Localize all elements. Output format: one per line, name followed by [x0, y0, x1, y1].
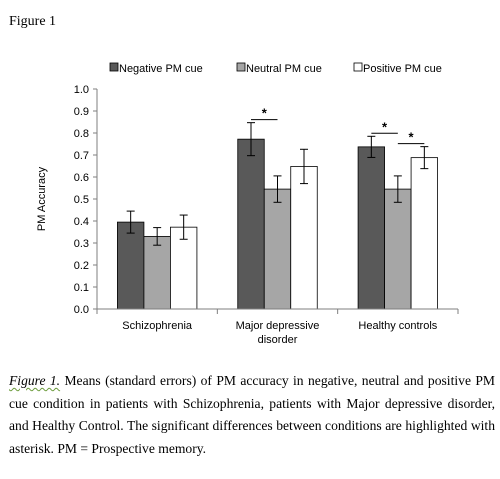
y-tick-label: 0.7 [74, 150, 89, 162]
legend-swatch [353, 62, 363, 72]
legend-label: Positive PM cue [363, 63, 442, 75]
y-tick-label: 0.9 [74, 106, 89, 118]
x-tick-label: Major depressive [236, 320, 320, 332]
legend-label: Negative PM cue [119, 63, 203, 75]
bar [290, 166, 318, 310]
x-tick-label: disorder [258, 334, 298, 346]
caption-label: Figure 1. [9, 373, 61, 388]
y-tick-label: 0.6 [74, 172, 89, 184]
bar [263, 188, 292, 310]
legend-swatch [109, 62, 119, 72]
y-tick-label: 0.0 [74, 304, 89, 316]
bar [143, 235, 171, 310]
bar [357, 146, 385, 310]
bar [117, 221, 145, 310]
y-tick-label: 0.4 [74, 216, 89, 228]
legend-swatch [236, 62, 246, 72]
figure-title: Figure 1 [9, 14, 57, 29]
bar [410, 157, 438, 310]
bar [384, 188, 412, 310]
significance-asterisk: * [409, 130, 415, 145]
x-tick-label: Schizophrenia [122, 320, 193, 332]
caption-text: Means (standard errors) of PM accuracy i… [9, 373, 495, 456]
y-tick-label: 0.3 [74, 238, 89, 250]
y-tick-label: 0.5 [74, 194, 89, 206]
significance-asterisk: * [262, 106, 268, 121]
bar-chart: 0.0 0.1 0.2 0.3 0.4 0.5 0.6 0.7 0.8 0.9 1.0 PM Accu… [36, 62, 459, 346]
y-tick-label: 1.0 [74, 84, 89, 96]
legend-label: Neutral PM cue [246, 63, 322, 75]
bar [237, 138, 265, 310]
bar [170, 226, 198, 310]
y-tick-label: 0.2 [74, 260, 89, 272]
y-axis-label: PM Accuracy [36, 166, 48, 231]
x-tick-label: Healthy controls [358, 320, 437, 332]
significance-asterisk: * [382, 119, 388, 134]
y-tick-label: 0.1 [74, 282, 89, 294]
figure-caption: Figure 1. Means (standard errors) of PM … [9, 370, 495, 460]
y-tick-label: 0.8 [74, 128, 89, 140]
